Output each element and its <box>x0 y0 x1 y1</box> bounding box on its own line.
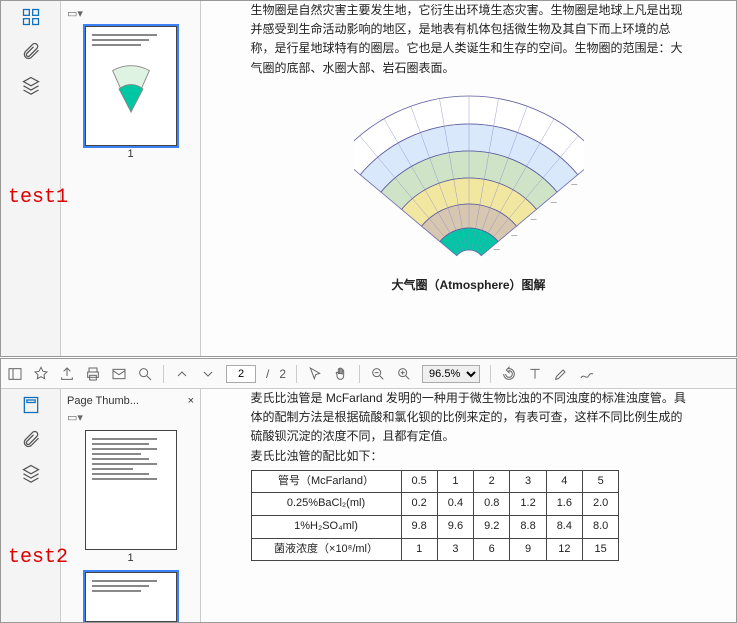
mcfarland-table: 管号（McFarland）0.5123450.25%BaCl₂(ml)0.20.… <box>251 470 620 561</box>
doc1-text: 生物圈是自然灾害主要发生地，它衍生出环境生态灾害。生物圈是地球上凡是出现并感受到… <box>251 1 687 78</box>
upload-icon[interactable] <box>59 366 75 382</box>
thumb-options-icon[interactable]: ▭▾ <box>67 7 83 20</box>
td: 15 <box>582 538 618 561</box>
page-down-icon[interactable] <box>200 366 216 382</box>
figure-caption: 大气圈（Atmosphere）图解 <box>391 276 545 295</box>
sidebar-2 <box>1 389 61 622</box>
page-up-icon[interactable] <box>174 366 190 382</box>
highlight-icon[interactable] <box>553 366 569 382</box>
text-icon[interactable] <box>527 366 543 382</box>
svg-text:—: — <box>550 200 556 206</box>
zoom-in-icon[interactable] <box>396 366 412 382</box>
td: 9 <box>510 538 546 561</box>
zoom-select[interactable]: 96.5% <box>422 365 480 383</box>
thumb-1-number: 1 <box>67 552 194 564</box>
doc2-p1: 麦氏比浊管是 McFarland 发明的一种用于微生物比浊的不同浊度的标准浊度管… <box>251 389 687 447</box>
thumb-options-icon[interactable]: ▭▾ <box>67 411 83 424</box>
pointer-icon[interactable] <box>307 366 323 382</box>
page-area-1: 生物圈是自然灾害主要发生地，它衍生出环境生态灾害。生物圈是地球上凡是出现并感受到… <box>201 1 736 356</box>
td: 9.6 <box>437 515 473 538</box>
thumbs-title: Page Thumb... <box>67 395 139 407</box>
pdf-viewer-1: ▭▾ 1 生物圈是自然灾害主要发生地，它衍生出环境生态灾害。生物圈是地球上凡是出… <box>0 0 737 357</box>
hand-icon[interactable] <box>333 366 349 382</box>
page-input[interactable] <box>226 365 256 383</box>
td: 9.2 <box>474 515 510 538</box>
rotate-icon[interactable] <box>501 366 517 382</box>
thumbnails-icon[interactable] <box>21 7 41 27</box>
td: 3 <box>437 538 473 561</box>
th: 管号（McFarland） <box>251 470 401 493</box>
th: 5 <box>582 470 618 493</box>
td: 0.4 <box>437 493 473 516</box>
layers-icon[interactable] <box>21 75 41 95</box>
attachment-icon[interactable] <box>21 429 41 449</box>
page-area-2: 麦氏比浊管是 McFarland 发明的一种用于微生物比浊的不同浊度的标准浊度管… <box>201 389 736 622</box>
thumbnail-page-1[interactable] <box>85 26 177 146</box>
td: 0.2 <box>401 493 437 516</box>
attachment-icon[interactable] <box>21 41 41 61</box>
td: 12 <box>546 538 582 561</box>
label-test2: test2 <box>8 546 68 569</box>
td: 1%H₂SO₄ml) <box>251 515 401 538</box>
th: 2 <box>474 470 510 493</box>
label-test1: test1 <box>8 186 68 209</box>
thumbnail-page-2[interactable] <box>85 572 177 622</box>
draw-icon[interactable] <box>579 366 595 382</box>
layers-icon[interactable] <box>21 463 41 483</box>
bookmark-icon[interactable] <box>33 366 49 382</box>
th: 1 <box>437 470 473 493</box>
td: 菌液浓度（×10⁸/ml） <box>251 538 401 561</box>
page-total: 2 <box>279 367 286 381</box>
th: 0.5 <box>401 470 437 493</box>
thumbnail-panel-2: Page Thumb... × ▭▾ 1 <box>61 389 201 622</box>
thumbnails-icon[interactable] <box>21 395 41 415</box>
svg-text:—: — <box>530 217 536 223</box>
th: 3 <box>510 470 546 493</box>
td: 9.8 <box>401 515 437 538</box>
zoom-out-icon[interactable] <box>370 366 386 382</box>
sidebar-1 <box>1 1 61 356</box>
toolbar-2: / 2 96.5% <box>1 359 736 389</box>
td: 0.8 <box>474 493 510 516</box>
thumb-1-number: 1 <box>67 148 194 160</box>
th: 4 <box>546 470 582 493</box>
thumbnail-panel-1: ▭▾ 1 <box>61 1 201 356</box>
td: 8.0 <box>582 515 618 538</box>
svg-text:—: — <box>511 233 517 239</box>
td: 6 <box>474 538 510 561</box>
svg-text:—: — <box>571 182 577 188</box>
td: 1.2 <box>510 493 546 516</box>
thumbnail-page-1[interactable] <box>85 430 177 550</box>
td: 8.8 <box>510 515 546 538</box>
pdf-viewer-2: / 2 96.5% Page Thumb...× ▭▾ 1 麦氏比浊管是 M <box>0 358 737 623</box>
atmosphere-figure: —————— 大气圈（Atmosphere）图解 <box>251 84 687 295</box>
td: 0.25%BaCl₂(ml) <box>251 493 401 516</box>
close-icon[interactable]: × <box>188 395 194 407</box>
td: 1 <box>401 538 437 561</box>
search-icon[interactable] <box>137 366 153 382</box>
td: 1.6 <box>546 493 582 516</box>
td: 2.0 <box>582 493 618 516</box>
td: 8.4 <box>546 515 582 538</box>
sidebar-toggle-icon[interactable] <box>7 366 23 382</box>
doc2-p2: 麦氏比浊管的配比如下： <box>251 447 687 466</box>
print-icon[interactable] <box>85 366 101 382</box>
svg-text:—: — <box>493 247 499 253</box>
email-icon[interactable] <box>111 366 127 382</box>
